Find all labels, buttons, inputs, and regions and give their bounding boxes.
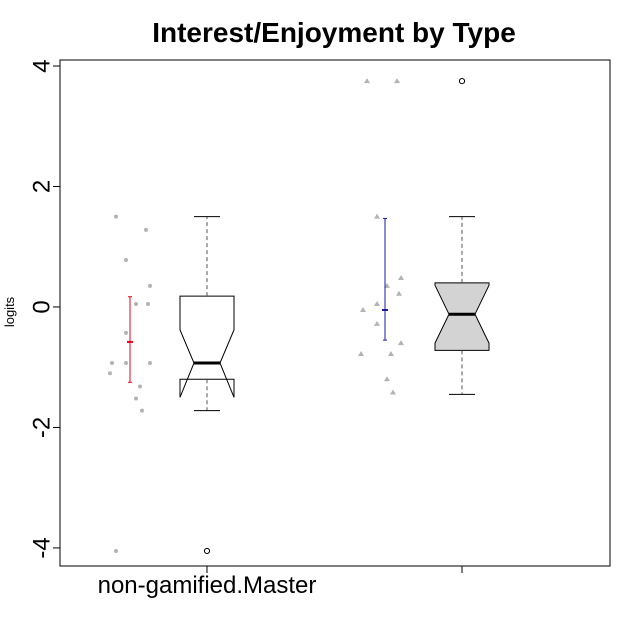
plot-frame <box>59 59 611 567</box>
data-point <box>146 301 150 306</box>
data-point <box>110 360 114 365</box>
data-point <box>374 300 380 306</box>
data-point <box>124 257 128 262</box>
chart-title: Interest/Enjoyment by Type <box>152 17 516 48</box>
data-point <box>144 227 148 232</box>
y-tick-label: -4 <box>28 537 55 558</box>
outlier-point <box>203 547 211 555</box>
data-point <box>148 360 152 365</box>
data-point <box>360 306 366 312</box>
data-point <box>394 78 400 84</box>
data-point <box>148 283 152 288</box>
data-point <box>398 340 404 346</box>
x-tick-label: non-gamified.Master <box>98 572 317 599</box>
data-point <box>374 320 380 326</box>
y-tick-label: 0 <box>28 300 55 313</box>
box <box>179 295 235 398</box>
box <box>434 282 490 351</box>
data-point <box>390 389 396 395</box>
data-point <box>388 350 394 356</box>
data-point <box>140 408 144 413</box>
data-point <box>384 376 390 382</box>
y-tick-label: 4 <box>28 59 55 72</box>
data-point <box>358 350 364 356</box>
data-point <box>108 371 112 376</box>
outlier-point <box>458 77 466 85</box>
data-point <box>396 290 402 296</box>
data-point <box>398 275 404 281</box>
data-point <box>134 396 138 401</box>
y-axis-label: logits <box>2 296 17 327</box>
data-point <box>124 330 128 335</box>
y-tick-label: 2 <box>28 180 55 193</box>
data-point <box>114 214 118 219</box>
data-point <box>114 548 118 553</box>
data-point <box>374 213 380 219</box>
data-point <box>124 360 128 365</box>
y-tick-label: -2 <box>28 417 55 438</box>
data-point <box>134 301 138 306</box>
data-point <box>138 384 142 389</box>
data-point <box>364 78 370 84</box>
